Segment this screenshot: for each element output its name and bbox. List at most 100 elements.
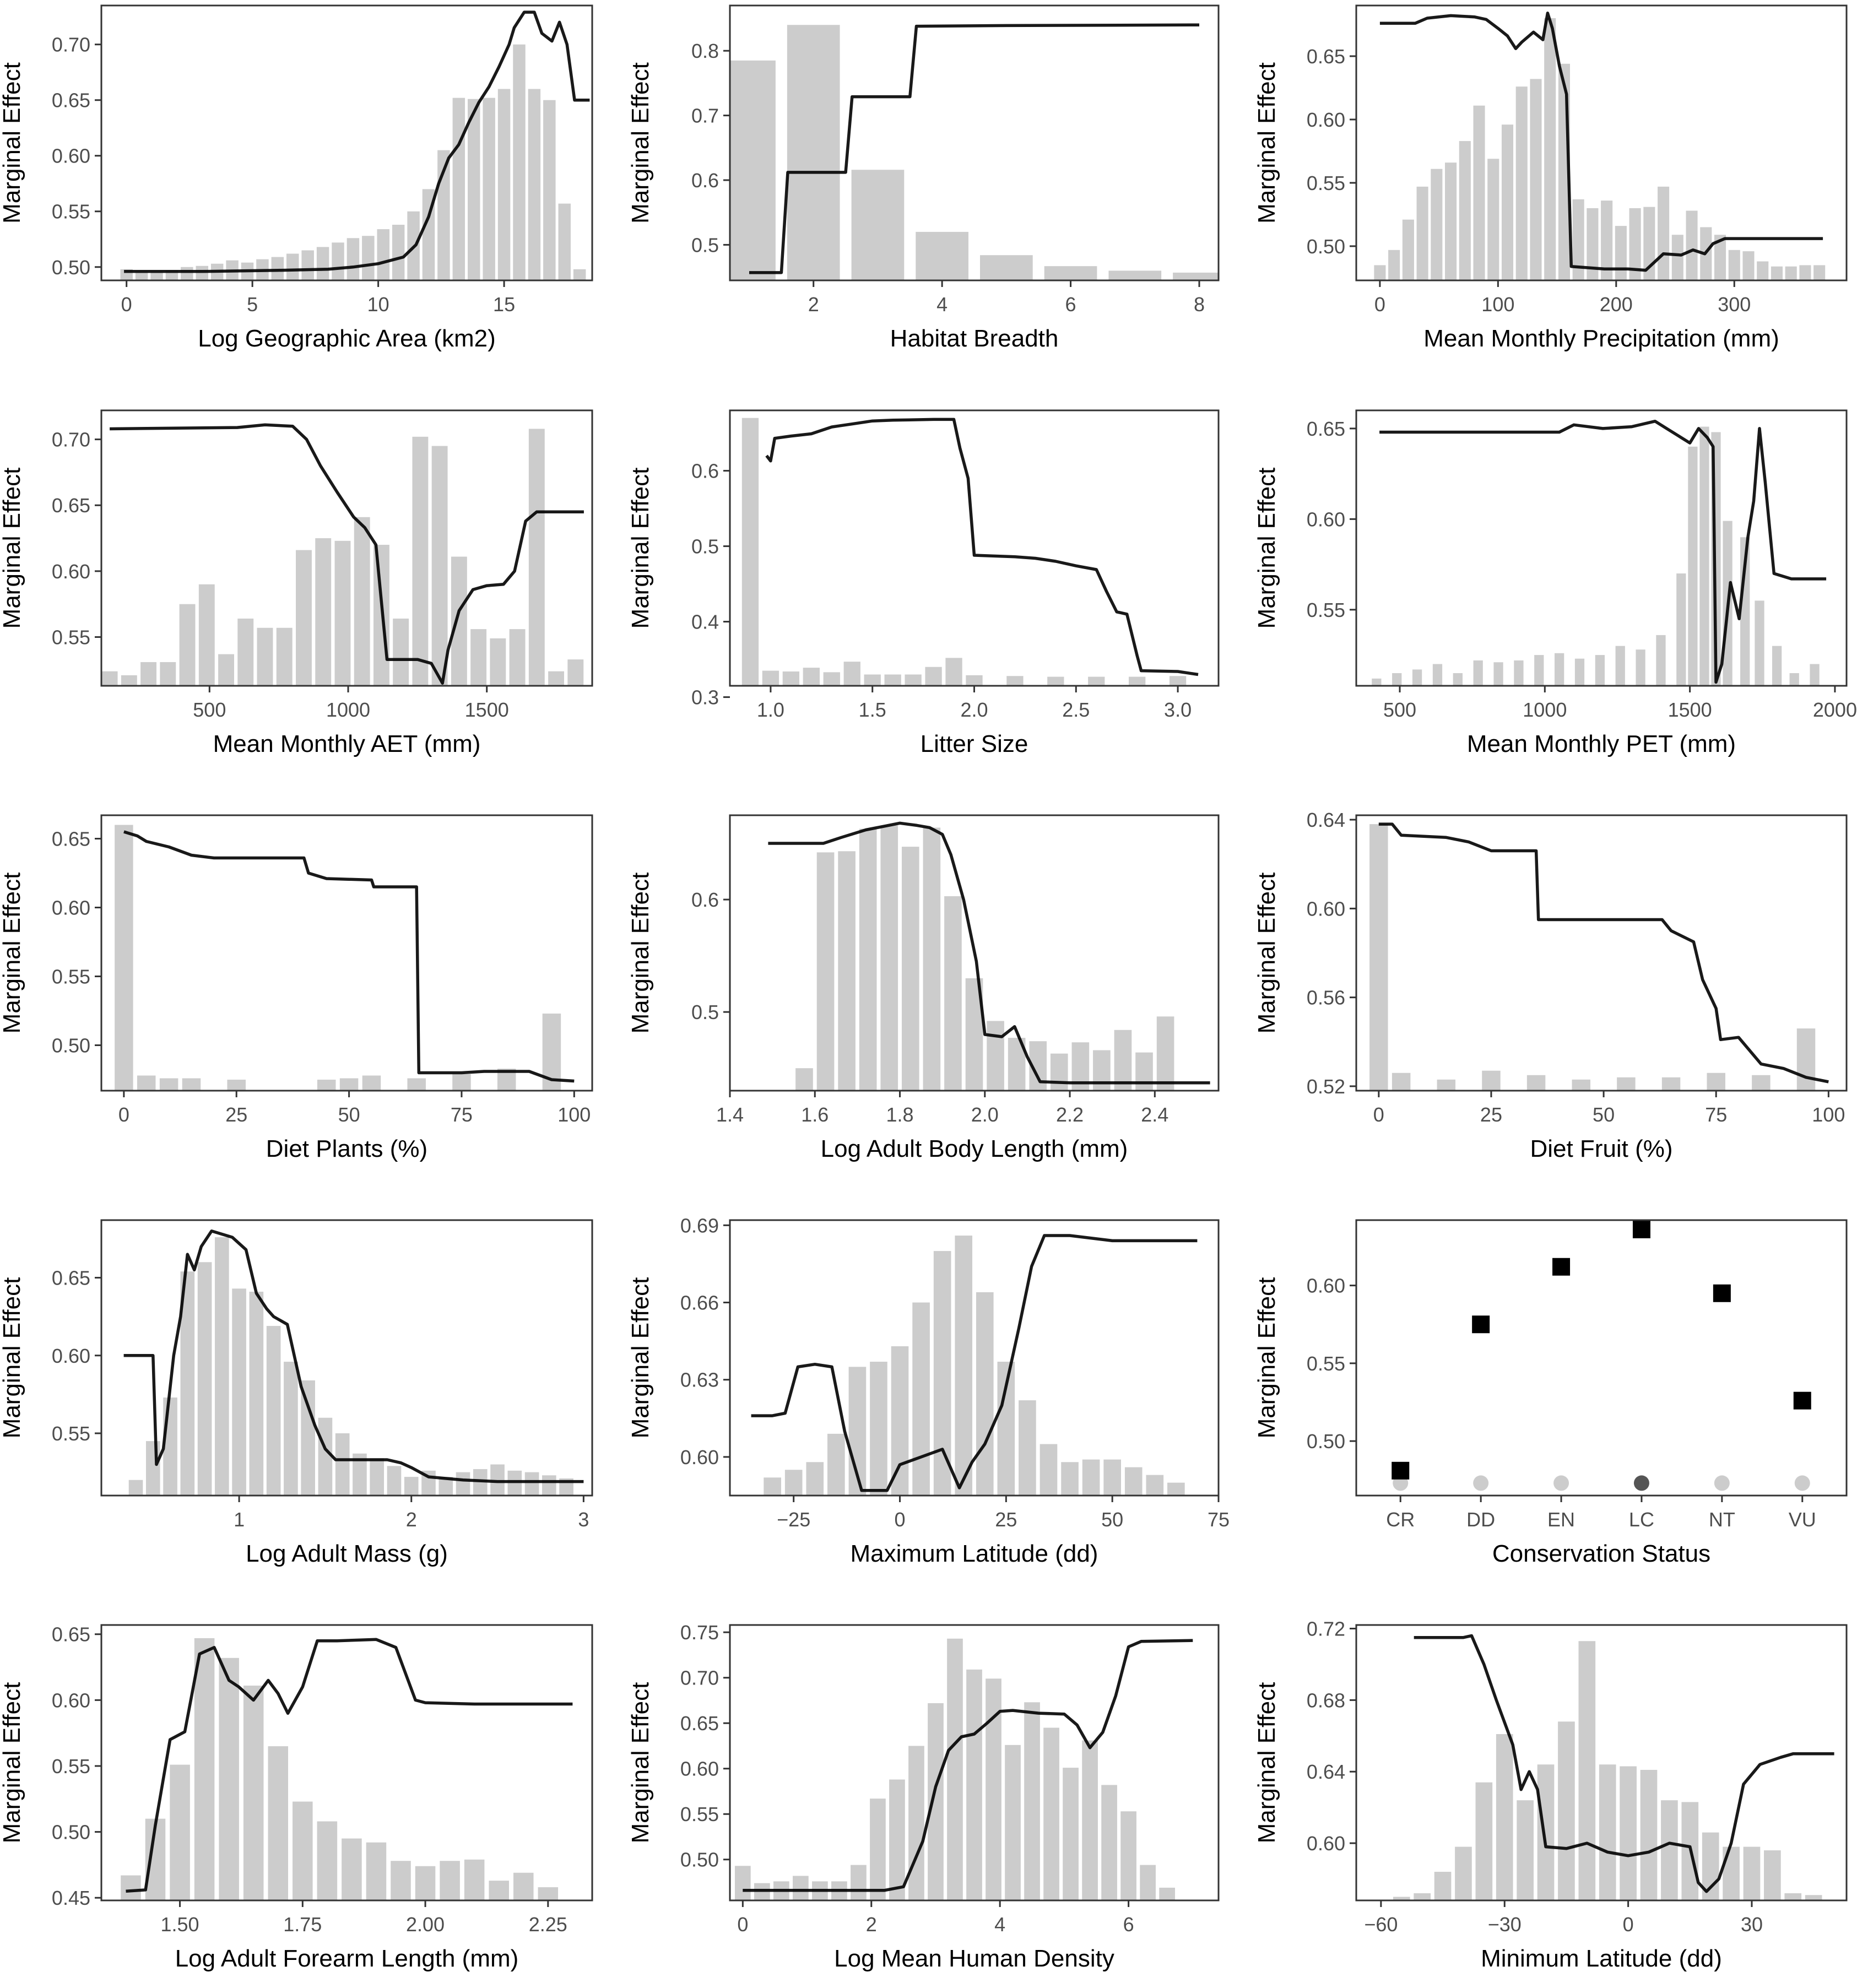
x-axis-title: Mean Monthly PET (mm) xyxy=(1467,730,1736,757)
histogram-bar xyxy=(339,1078,359,1091)
histogram-bar xyxy=(1620,1766,1637,1900)
y-tick-label: 0.6 xyxy=(691,460,719,483)
histogram-bar xyxy=(528,89,541,280)
histogram-bar xyxy=(1063,1768,1079,1900)
x-tick-label: 1.5 xyxy=(859,698,886,721)
x-axis-title: Minimum Latitude (dd) xyxy=(1481,1945,1722,1972)
y-tick-label: 0.60 xyxy=(680,1758,719,1780)
histogram-bar xyxy=(980,255,1033,280)
histogram-bar xyxy=(741,418,759,686)
y-tick-label: 0.6 xyxy=(691,169,719,192)
panel-9: 0.52 0.56 0.60 0.64 0 25 50 75 100 Diet Fruit (%)… xyxy=(1253,809,1848,1162)
effect-line xyxy=(123,830,575,1083)
effect-line xyxy=(110,423,584,685)
histogram-bar xyxy=(1061,1462,1079,1496)
histogram-bar xyxy=(317,1821,338,1900)
histogram-bar xyxy=(315,538,332,686)
y-tick-label: 0.5 xyxy=(691,234,719,256)
x-tick-label: 0 xyxy=(1623,1913,1634,1936)
histogram-bar xyxy=(135,271,148,280)
histogram-bar xyxy=(1402,219,1414,280)
x-axis-title: Log Geographic Area (km2) xyxy=(198,325,496,352)
y-tick-label: 0.65 xyxy=(680,1712,719,1735)
x-axis-title: Log Mean Human Density xyxy=(834,1945,1114,1972)
histogram-bar xyxy=(1140,1865,1156,1900)
y-tick-label: 0.55 xyxy=(52,201,90,223)
histogram-bar xyxy=(1636,649,1645,686)
y-tick-label: 0.75 xyxy=(680,1621,719,1644)
histogram-bar xyxy=(150,271,163,280)
x-tick-label: −60 xyxy=(1364,1913,1398,1936)
x-tick-label: 1000 xyxy=(326,698,370,721)
effect-point xyxy=(1552,1258,1571,1276)
y-tick-label: 0.70 xyxy=(680,1667,719,1689)
histogram-bar xyxy=(243,1686,264,1900)
y-axis-title: Marginal Effect xyxy=(0,1277,25,1439)
effect-line xyxy=(1379,419,1827,684)
histogram-bar xyxy=(1661,1800,1678,1900)
x-tick-label: −25 xyxy=(777,1508,810,1531)
histogram-bar xyxy=(1572,199,1584,280)
panel-frame xyxy=(729,4,1220,281)
x-tick-label: 100 xyxy=(1812,1103,1845,1126)
histogram-bar xyxy=(1629,208,1641,280)
panel-7: 0.50 0.55 0.60 0.65 0 25 50 75 100 Diet Plants (%… xyxy=(0,814,593,1162)
histogram-bar xyxy=(1156,1016,1174,1091)
histogram-bar xyxy=(1043,1727,1059,1900)
y-tick-label: 0.72 xyxy=(1307,1617,1345,1640)
x-tick-label: 50 xyxy=(1101,1508,1123,1531)
histogram-bar xyxy=(1019,1400,1036,1496)
histogram-bar xyxy=(1167,1482,1185,1496)
histogram-bar xyxy=(891,1346,909,1496)
histogram-bar xyxy=(1537,1764,1555,1900)
histogram-bar xyxy=(823,672,840,686)
panel-15: 0.60 0.64 0.68 0.72 −60 −30 0 30 Minimum Latitud… xyxy=(1253,1617,1848,1972)
histogram-bar xyxy=(1416,186,1428,280)
histogram-bar xyxy=(1374,265,1386,280)
x-tick-label: 100 xyxy=(557,1103,591,1126)
histogram-bar xyxy=(194,1638,215,1900)
panel-6: 0.55 0.60 0.65 500 1000 1500 2000 Mean Monthly … xyxy=(1253,409,1857,757)
histogram-bar xyxy=(128,1480,143,1496)
histogram-bar xyxy=(1530,79,1542,280)
histogram-bar xyxy=(1526,1075,1546,1091)
x-tick-label: NT xyxy=(1709,1508,1735,1531)
histogram-bar xyxy=(513,44,526,280)
effect-point xyxy=(1392,1461,1410,1480)
histogram-bar xyxy=(1453,673,1463,686)
histogram-bar xyxy=(1558,1721,1575,1900)
histogram-bar xyxy=(415,1866,436,1900)
histogram-bar xyxy=(121,1875,141,1900)
histogram-bar xyxy=(377,229,389,280)
histogram-bar xyxy=(1388,250,1400,280)
histogram-bar xyxy=(1643,207,1655,280)
x-tick-label: 25 xyxy=(1480,1103,1502,1126)
histogram-bar xyxy=(227,1080,246,1091)
histogram-bar xyxy=(1475,1782,1493,1900)
histogram-bar xyxy=(1159,1887,1175,1900)
histogram-bar xyxy=(284,1362,298,1496)
y-axis-title: Marginal Effect xyxy=(627,468,654,629)
y-tick-label: 0.50 xyxy=(52,1034,90,1057)
panel-frame xyxy=(100,4,593,281)
histogram-bar xyxy=(1796,1028,1816,1091)
y-tick-label: 0.55 xyxy=(1307,599,1345,621)
histogram-bar xyxy=(1135,1052,1153,1091)
effect-line xyxy=(749,23,1200,274)
histogram-bar xyxy=(1572,1079,1590,1091)
x-tick-label: 6 xyxy=(1123,1913,1134,1936)
x-tick-label: 500 xyxy=(1383,698,1416,721)
x-tick-label: 75 xyxy=(451,1103,473,1126)
x-tick-label: 1.75 xyxy=(283,1913,322,1936)
histogram-bar xyxy=(1714,235,1726,280)
histogram-bar xyxy=(955,1236,973,1496)
histogram-bar xyxy=(1393,1897,1410,1900)
histogram-bar xyxy=(452,1074,471,1091)
histogram-bar xyxy=(163,1397,177,1496)
histogram-bar xyxy=(483,97,495,280)
panel-8: 0.5 0.6 1.4 1.6 1.8 2.0 2.2 2.4 Log Adult Body L… xyxy=(627,814,1220,1162)
histogram-bar xyxy=(1459,141,1471,280)
x-tick-label: 0 xyxy=(1373,1103,1384,1126)
histogram-bar xyxy=(1587,208,1599,280)
histogram-bar xyxy=(422,189,435,280)
